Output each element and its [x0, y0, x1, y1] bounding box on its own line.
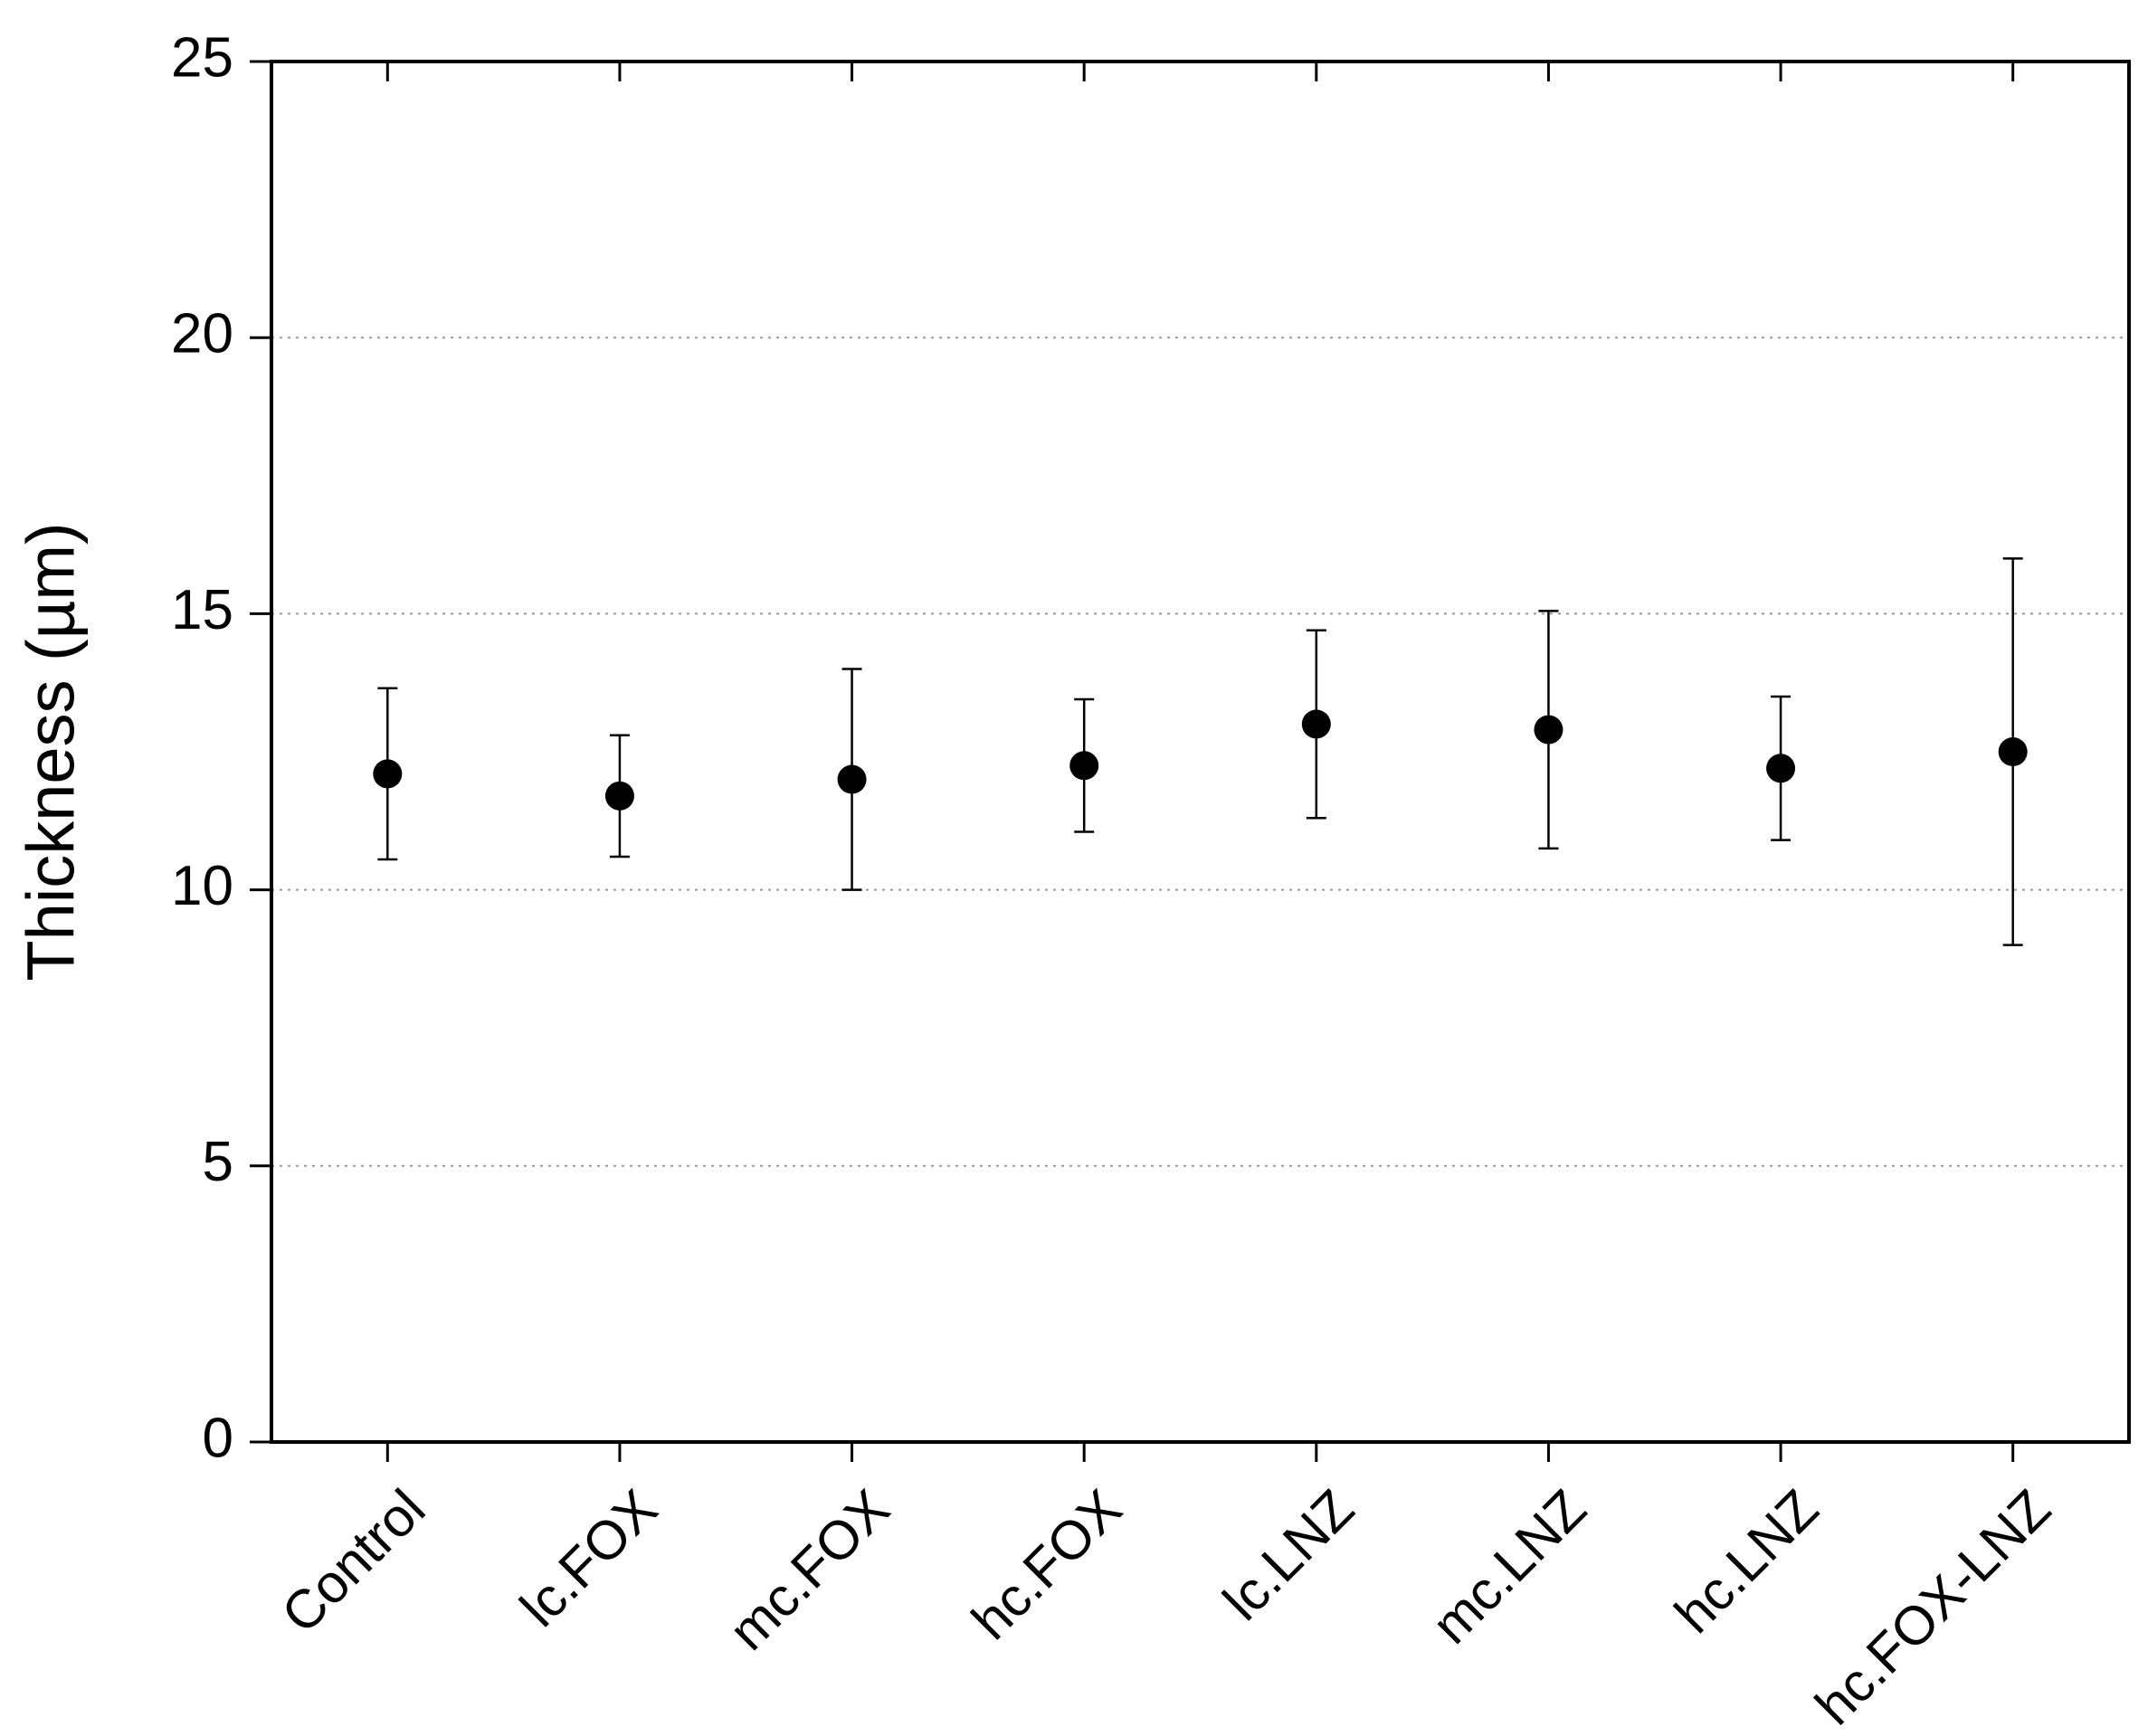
- data-point: [1301, 709, 1331, 739]
- y-axis-label: Thickness (µm): [14, 522, 89, 981]
- x-tick-label: lc.FOX: [508, 1478, 669, 1638]
- x-tick-label: lc.LNZ: [1212, 1478, 1365, 1632]
- x-tick-label: Control: [270, 1478, 436, 1645]
- data-point: [1766, 754, 1796, 783]
- data-point: [1998, 737, 2028, 766]
- data-point: [373, 759, 403, 789]
- x-tick-label: mc.FOX: [718, 1478, 901, 1662]
- y-tick-label: 15: [171, 579, 233, 641]
- plot-frame: [270, 60, 2131, 1444]
- y-tick-label: 25: [171, 26, 233, 89]
- data-point: [604, 781, 634, 811]
- x-tick-label: hc.LNZ: [1663, 1478, 1830, 1645]
- y-tick-label: 20: [171, 303, 233, 365]
- data-point: [837, 764, 867, 794]
- x-tick-label: hc.FOX: [960, 1478, 1133, 1651]
- y-tick-label: 5: [203, 1131, 233, 1193]
- y-tick-label: 10: [171, 855, 233, 917]
- x-tick-label: mc.LNZ: [1421, 1478, 1598, 1655]
- x-tick-label: hc.FOX-LNZ: [1803, 1478, 2061, 1736]
- data-point: [1069, 751, 1099, 781]
- y-tick-label: 0: [203, 1407, 233, 1469]
- data-point: [1534, 715, 1563, 745]
